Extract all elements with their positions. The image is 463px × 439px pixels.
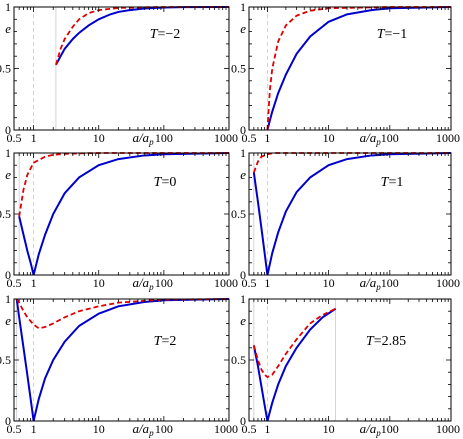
y-tick-label: 0: [5, 414, 11, 428]
x-tick-label: 0.5: [242, 131, 257, 145]
x-tick-label: 10: [93, 131, 105, 145]
solid-series: [252, 307, 337, 422]
x-tick-label: 100: [381, 422, 399, 436]
x-tick-label: 1000: [214, 131, 238, 145]
x-tick-label: 100: [155, 276, 173, 290]
solid-series: [266, 6, 452, 131]
x-tick-label: 100: [155, 131, 173, 145]
x-tick-label: 10: [323, 131, 335, 145]
y-tick-label: 1: [240, 292, 246, 306]
y-tick-label: 1: [240, 0, 246, 14]
x-tick-label: 0.5: [7, 276, 22, 290]
dashed-series: [266, 6, 451, 131]
y-tick-label: 0: [240, 268, 246, 282]
plot-frame: [13, 6, 230, 131]
solid-series: [55, 6, 230, 66]
panel-label: T=2.85: [366, 334, 406, 349]
y-tick-label: 0: [240, 414, 246, 428]
y-tick-label: 0: [5, 123, 11, 137]
y-tick-label: 1: [240, 146, 246, 160]
y-tick-label: 1: [5, 292, 11, 306]
x-tick-label: 10: [93, 422, 105, 436]
y-axis-label: e: [240, 21, 246, 36]
y-tick-label: 0.5: [0, 207, 11, 221]
y-tick-label: 0.5: [0, 353, 11, 367]
x-tick-label: 100: [381, 131, 399, 145]
x-tick-label: 1: [264, 276, 270, 290]
dashed-series: [253, 152, 451, 173]
x-tick-label: 0.5: [242, 276, 257, 290]
y-axis-label: e: [5, 313, 11, 328]
x-tick-label: 100: [381, 276, 399, 290]
x-tick-label: 1: [264, 422, 270, 436]
x-tick-label: 1000: [436, 276, 460, 290]
x-axis-label: a/ap: [132, 130, 154, 147]
panel-label: T=1: [381, 175, 404, 190]
x-tick-label: 1000: [436, 422, 460, 436]
y-tick-label: 1: [5, 0, 11, 14]
x-tick-label: 1: [264, 131, 270, 145]
plot-frame: [248, 6, 452, 131]
plot-frame: [248, 298, 452, 422]
x-axis-label: a/ap: [360, 275, 382, 292]
panel-label: T=−2: [150, 27, 181, 42]
panel-label: T=−1: [377, 27, 408, 42]
y-tick-label: 1: [5, 146, 11, 160]
x-tick-label: 100: [155, 422, 173, 436]
x-tick-label: 0.5: [242, 422, 257, 436]
panel-label: T=2: [154, 334, 177, 349]
dashed-series: [55, 6, 229, 66]
x-axis-label: a/ap: [132, 421, 154, 438]
plot-frame: [13, 298, 230, 422]
y-tick-label: 0: [5, 268, 11, 282]
dashed-series: [252, 307, 336, 379]
x-tick-label: 10: [323, 422, 335, 436]
x-axis-label: a/ap: [132, 275, 154, 292]
y-tick-label: 0.5: [231, 207, 246, 221]
y-tick-label: 0.5: [231, 62, 246, 76]
y-tick-label: 0: [240, 123, 246, 137]
y-tick-label: 0.5: [231, 353, 246, 367]
dashed-series: [18, 152, 229, 217]
x-tick-label: 1000: [214, 422, 238, 436]
solid-series: [15, 298, 230, 422]
panel-label: T=0: [154, 175, 177, 190]
dashed-series: [15, 298, 230, 330]
x-tick-label: 0.5: [7, 131, 22, 145]
y-axis-label: e: [5, 21, 11, 36]
x-axis-label: a/ap: [360, 421, 382, 438]
y-axis-label: e: [5, 167, 11, 182]
x-axis-label: a/ap: [360, 130, 382, 147]
x-tick-label: 1: [31, 131, 37, 145]
x-tick-label: 0.5: [7, 422, 22, 436]
y-tick-label: 0.5: [0, 62, 11, 76]
x-tick-label: 1000: [436, 131, 460, 145]
plot-frame: [13, 152, 230, 276]
solid-series: [18, 152, 230, 276]
y-axis-label: e: [240, 313, 246, 328]
x-tick-label: 10: [93, 276, 105, 290]
x-tick-label: 1: [31, 422, 37, 436]
x-tick-label: 1000: [214, 276, 238, 290]
y-axis-label: e: [240, 167, 246, 182]
plot-frame: [248, 152, 452, 276]
x-tick-label: 10: [323, 276, 335, 290]
x-tick-label: 1: [31, 276, 37, 290]
solid-series: [252, 152, 452, 276]
